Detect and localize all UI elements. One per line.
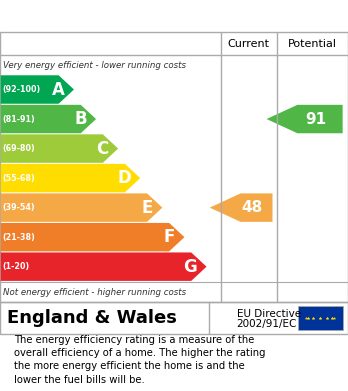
Polygon shape: [1, 253, 207, 281]
Text: The energy efficiency rating is a measure of the
overall efficiency of a home. T: The energy efficiency rating is a measur…: [14, 335, 266, 385]
Text: 2002/91/EC: 2002/91/EC: [237, 319, 297, 329]
Text: G: G: [183, 258, 197, 276]
Polygon shape: [1, 135, 118, 163]
Text: (55-68): (55-68): [3, 174, 35, 183]
Text: (21-38): (21-38): [3, 233, 35, 242]
Text: (81-91): (81-91): [3, 115, 35, 124]
Text: Very energy efficient - lower running costs: Very energy efficient - lower running co…: [3, 61, 187, 70]
Text: D: D: [117, 169, 131, 187]
Text: (39-54): (39-54): [3, 203, 35, 212]
Text: (69-80): (69-80): [3, 144, 35, 153]
Polygon shape: [1, 164, 140, 192]
Text: EU Directive: EU Directive: [237, 309, 301, 319]
Text: E: E: [142, 199, 153, 217]
Text: F: F: [164, 228, 175, 246]
Polygon shape: [1, 194, 162, 222]
Text: (92-100): (92-100): [3, 85, 41, 94]
Text: Potential: Potential: [288, 39, 337, 48]
Text: Not energy efficient - higher running costs: Not energy efficient - higher running co…: [3, 288, 187, 297]
Text: 91: 91: [305, 111, 326, 127]
Polygon shape: [1, 223, 184, 251]
Polygon shape: [267, 105, 343, 133]
Polygon shape: [1, 75, 74, 104]
Text: Energy Efficiency Rating: Energy Efficiency Rating: [10, 7, 239, 25]
Polygon shape: [1, 105, 96, 133]
Text: C: C: [96, 140, 109, 158]
Text: 48: 48: [242, 200, 263, 215]
Text: B: B: [74, 110, 87, 128]
Text: A: A: [52, 81, 65, 99]
Text: England & Wales: England & Wales: [7, 309, 177, 327]
Bar: [298, 306, 343, 330]
Text: (1-20): (1-20): [3, 262, 30, 271]
Text: Current: Current: [228, 39, 270, 48]
Polygon shape: [210, 194, 272, 222]
